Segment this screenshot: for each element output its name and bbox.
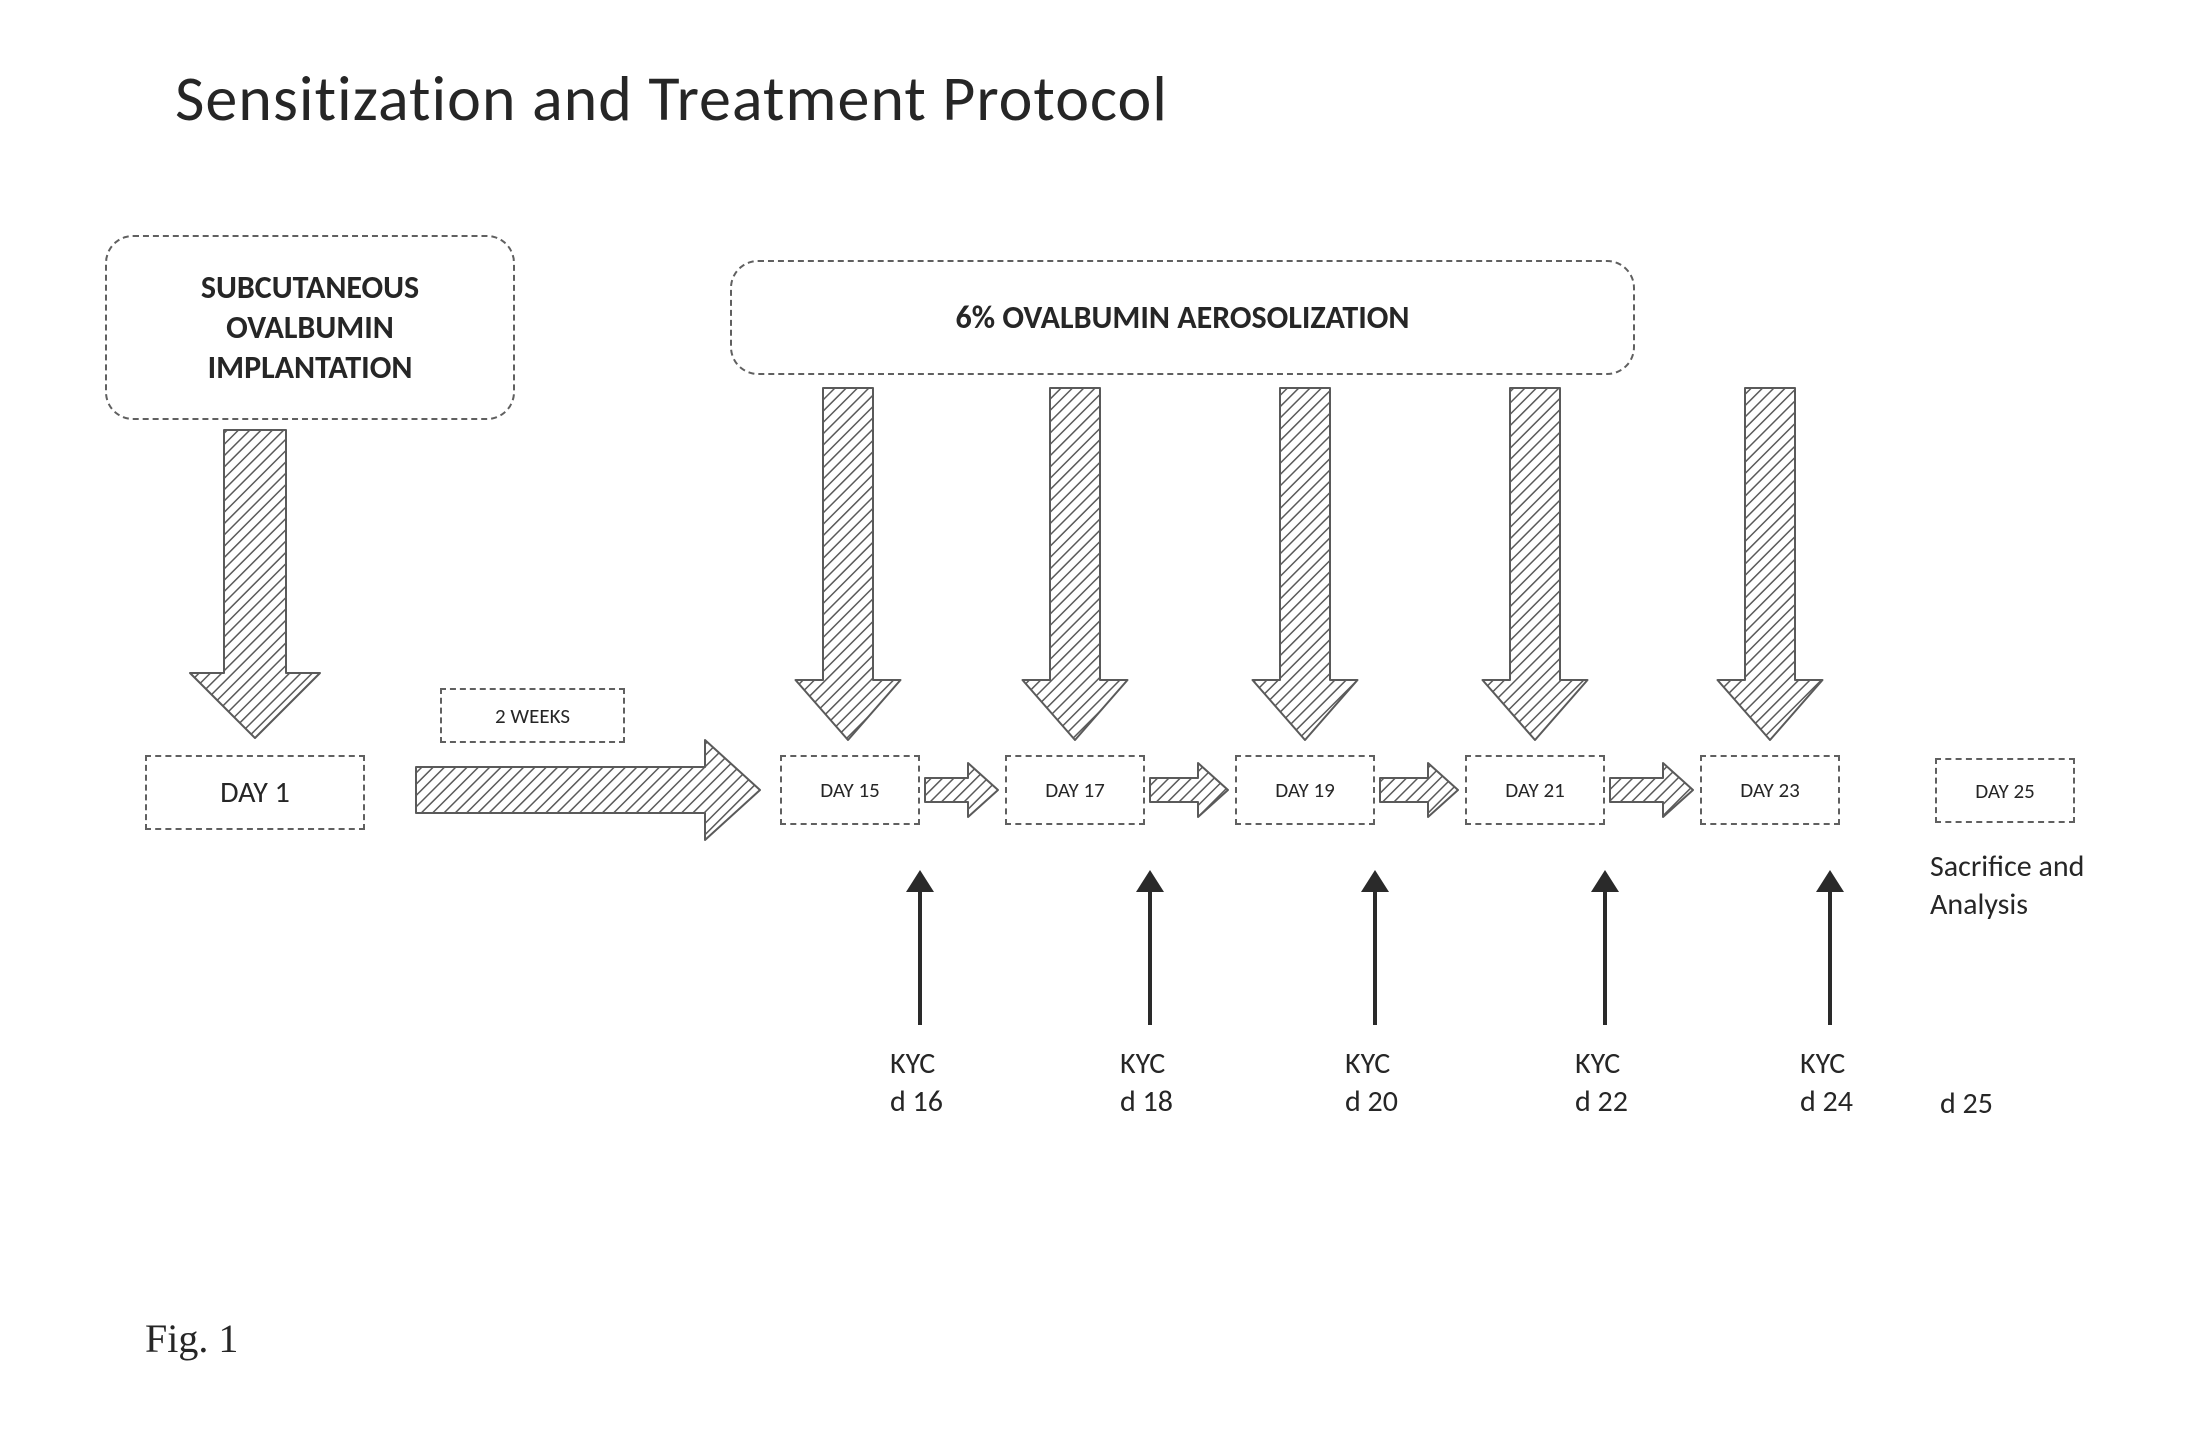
timeline-day-box: DAY 23 <box>1700 755 1840 825</box>
kyc-label: KYCd 16 <box>890 1045 943 1120</box>
kyc-label: KYCd 18 <box>1120 1045 1173 1120</box>
timeline-day-box: DAY 21 <box>1465 755 1605 825</box>
timeline-day-box: DAY 15 <box>780 755 920 825</box>
arrow-overlay <box>0 0 2208 1431</box>
implantation-box: SUBCUTANEOUSOVALBUMINIMPLANTATION <box>105 235 515 420</box>
timeline-day-box: DAY 19 <box>1235 755 1375 825</box>
sacrifice-label: Sacrifice andAnalysis <box>1930 848 2084 923</box>
two-weeks-box: 2 WEEKS <box>440 688 625 743</box>
timeline-day-box: DAY 25 <box>1935 758 2075 823</box>
timeline-day-box: DAY 17 <box>1005 755 1145 825</box>
figure-number: Fig. 1 <box>145 1315 238 1362</box>
d25-label: d 25 <box>1940 1085 1993 1122</box>
diagram-title: Sensitization and Treatment Protocol <box>175 60 1168 138</box>
day1-box: DAY 1 <box>145 755 365 830</box>
aerosolization-box: 6% OVALBUMIN AEROSOLIZATION <box>730 260 1635 375</box>
kyc-label: KYCd 20 <box>1345 1045 1398 1120</box>
kyc-label: KYCd 24 <box>1800 1045 1853 1120</box>
kyc-label: KYCd 22 <box>1575 1045 1628 1120</box>
